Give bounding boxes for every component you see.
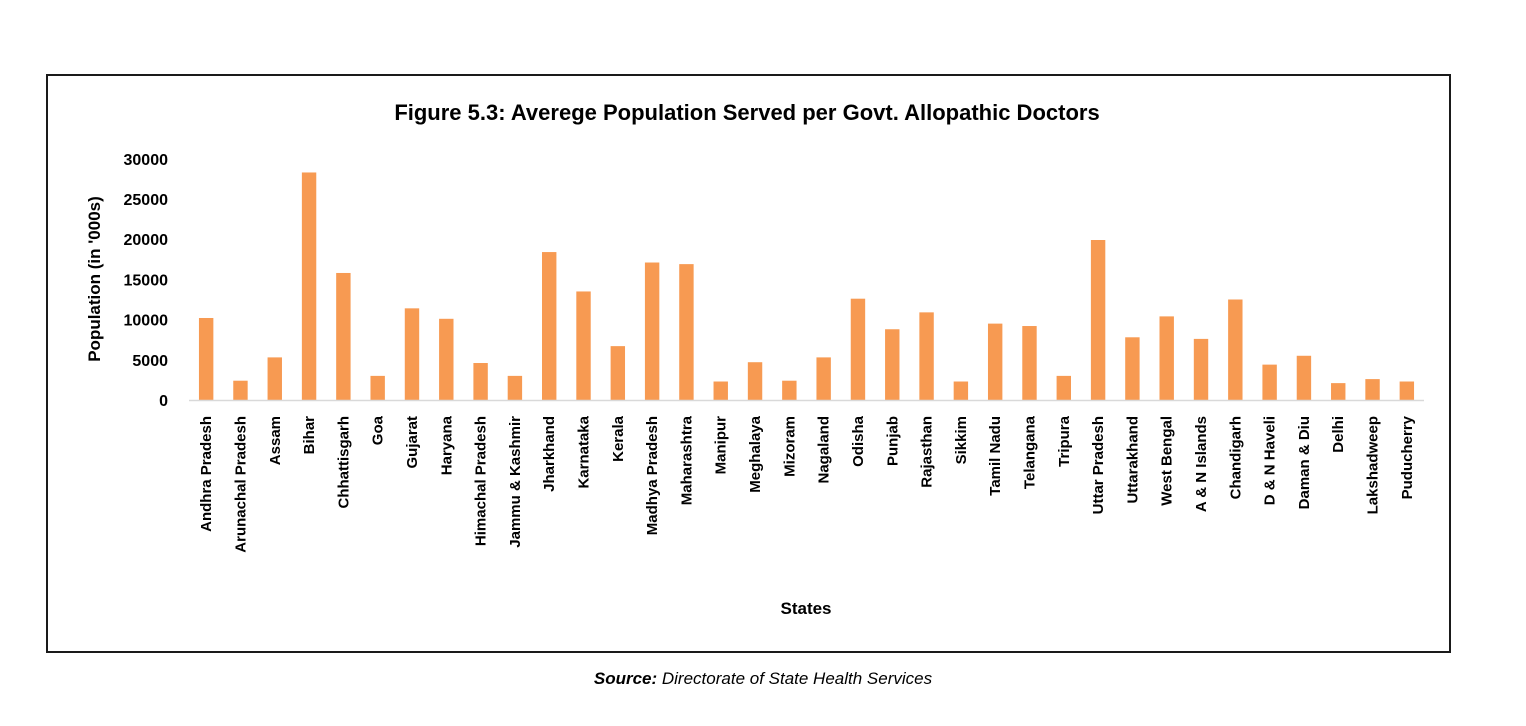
x-tick-label: Punjab [884,416,901,466]
bar [885,329,900,400]
x-tick-label: Telangana [1021,415,1038,489]
bars [198,172,1415,400]
bar [1090,240,1106,400]
x-tick-label: Meghalaya [747,415,764,492]
x-tick-label: Jharkhand [541,416,558,492]
bar [679,264,694,400]
bar [1262,364,1277,400]
bar [850,298,866,400]
bar [782,380,797,400]
bar [1022,326,1037,400]
bar [1125,337,1140,400]
bar [198,317,214,400]
x-tick-label: Puducherry [1399,415,1416,499]
bar [301,172,317,400]
x-tick-label: Manipur [713,416,730,474]
bar [576,291,591,400]
bar [1296,355,1312,400]
bar [233,380,248,400]
bar [610,346,626,400]
bar [542,252,557,400]
x-tick-label: Gujarat [404,416,421,469]
x-tick-label: Maharashtra [678,415,695,505]
y-tick-label: 30000 [124,152,169,169]
x-tick-label: Goa [370,415,387,445]
x-tick-label: Chhattisgarh [335,416,352,509]
x-tick-label: Delhi [1330,416,1347,453]
chart-title: Figure 5.3: Averege Population Served pe… [394,100,1099,125]
source-label: Source: [593,669,658,688]
x-tick-label: Kerala [610,415,627,462]
x-tick-label: Bihar [301,416,318,455]
bar [404,308,420,400]
x-tick-label: A & N Islands [1193,416,1210,512]
y-tick-label: 0 [159,393,168,410]
bar [1056,375,1071,400]
x-tick-label: Uttarakhand [1124,416,1141,504]
x-tick-label: Jammu & Kashmir [507,416,524,548]
bar [1365,379,1380,400]
bar [713,381,728,400]
x-tick-label: Rajasthan [919,416,936,488]
x-axis-labels: Andhra Pradesh Arunachal Pradesh Assam Biha… [198,415,1416,552]
y-axis-title: Population (in '000s) [85,196,104,362]
y-tick-label: 10000 [124,313,169,330]
bar [1159,316,1174,400]
y-axis-ticks: 0 5000 10000 15000 20000 25000 30000 [124,152,169,410]
x-tick-label: Arunachal Pradesh [232,416,249,553]
bar [439,318,454,400]
bar [1228,299,1243,400]
bar [919,312,934,400]
bar [1193,338,1209,400]
bar [370,375,385,400]
x-tick-label: Assam [267,416,284,465]
bar [816,357,831,400]
x-tick-label: Odisha [850,415,867,467]
x-tick-label: Tamil Nadu [987,416,1004,496]
x-tick-label: Andhra Pradesh [198,416,215,532]
y-tick-label: 15000 [124,272,169,289]
bar [1399,381,1415,400]
y-tick-label: 25000 [124,192,169,209]
x-tick-label: Madhya Pradesh [644,416,661,535]
x-tick-label: Chandigarh [1227,416,1244,499]
x-tick-label: Uttar Pradesh [1090,416,1107,514]
chart-frame [46,74,1451,653]
bar [507,375,523,400]
x-tick-label: Nagaland [816,416,833,484]
source-note: Source: Directorate of State Health Serv… [0,669,1526,689]
bar [473,363,488,400]
x-axis-title: States [780,599,831,618]
bar [336,272,351,400]
y-tick-label: 5000 [132,353,168,370]
y-tick-label: 20000 [124,232,169,249]
x-tick-label: Karnataka [576,415,593,488]
x-tick-label: D & N Haveli [1262,416,1279,505]
x-tick-label: Mizoram [781,416,798,477]
x-tick-label: Himachal Pradesh [473,416,490,546]
x-tick-label: Haryana [438,415,455,475]
bar [953,381,969,400]
bar [1331,383,1346,400]
x-tick-label: West Bengal [1159,416,1176,506]
x-tick-label: Daman & Diu [1296,416,1313,509]
bar [747,362,763,400]
bar [987,323,1003,400]
source-text: Directorate of State Health Services [657,669,933,688]
x-tick-label: Tripura [1056,415,1073,467]
bar [644,262,660,400]
x-tick-label: Lakshadweep [1365,416,1382,514]
x-tick-label: Sikkim [953,416,970,464]
bar [267,357,282,400]
